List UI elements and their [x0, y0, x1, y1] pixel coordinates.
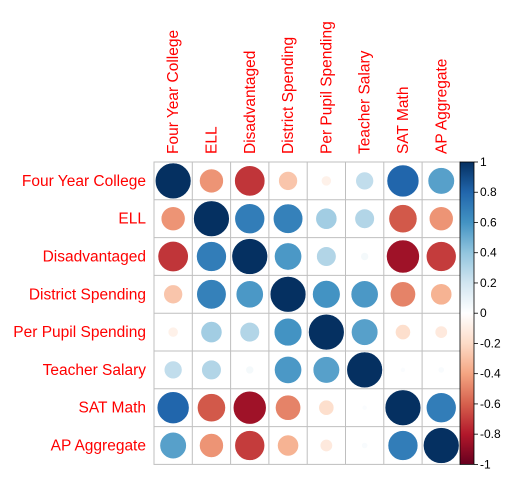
- correlation-circle: [201, 359, 222, 381]
- correlation-circle: [163, 284, 183, 305]
- correlation-circle: [163, 360, 183, 380]
- correlation-circle: [350, 280, 379, 309]
- correlation-circle: [197, 393, 226, 423]
- correlation-circle: [156, 391, 190, 425]
- correlation-circle: [430, 283, 453, 306]
- row-label: Four Year College: [22, 173, 146, 190]
- column-label: Disadvantaged: [242, 51, 259, 154]
- column-label: Teacher Salary: [357, 50, 374, 154]
- correlation-circle: [239, 321, 260, 343]
- correlation-circle: [315, 207, 338, 230]
- correlation-circle: [274, 355, 302, 384]
- correlation-circle: [160, 206, 186, 232]
- colorbar-tick-label: 1: [480, 155, 487, 169]
- colorbar-tick-label: 0.4: [480, 246, 497, 260]
- row-label: Disadvantaged: [43, 249, 146, 266]
- colorbar-tick-label: 0: [480, 306, 487, 320]
- row-label: ELL: [118, 211, 146, 228]
- correlation-circle: [196, 279, 227, 310]
- column-label: SAT Math: [395, 87, 412, 154]
- correlation-circle: [245, 365, 255, 375]
- correlation-circle: [388, 204, 418, 234]
- correlation-circle: [275, 394, 302, 421]
- correlation-circle: [351, 318, 379, 346]
- correlation-circle: [234, 165, 266, 197]
- colorbar-tick-label: 0.6: [480, 215, 497, 229]
- correlation-circle: [318, 399, 335, 416]
- correlation-circle: [425, 392, 457, 423]
- row-label: District Spending: [29, 286, 146, 303]
- correlation-circle: [272, 203, 304, 234]
- correlation-circle: [389, 281, 416, 308]
- correlation-circle: [386, 239, 420, 274]
- correlation-circle: [193, 200, 230, 237]
- correlation-circle: [308, 313, 345, 351]
- colorbar-gradient: [459, 161, 475, 465]
- colorbar-tick-label: 0.2: [480, 276, 497, 290]
- correlation-circle: [360, 252, 369, 261]
- correlation-circle: [355, 171, 374, 191]
- correlation-circle: [437, 366, 445, 374]
- correlation-circle: [319, 438, 333, 453]
- correlation-circle: [157, 241, 189, 272]
- correlation-circle: [199, 433, 224, 458]
- correlation-circle: [235, 280, 264, 309]
- correlation-circle: [274, 242, 302, 271]
- colorbar-tick-label: -0.2: [480, 336, 501, 350]
- correlation-circle: [231, 238, 268, 275]
- correlation-cells: [154, 162, 460, 464]
- correlation-circle: [423, 427, 460, 464]
- correlation-circle: [154, 162, 192, 200]
- correlation-circle: [384, 389, 422, 426]
- correlation-circle: [232, 390, 267, 425]
- correlation-circle: [199, 168, 224, 194]
- column-labels: Four Year College ELL Disadvantaged Distric…: [165, 21, 450, 154]
- correlation-circle: [167, 326, 179, 338]
- correlation-circle: [273, 317, 303, 347]
- row-label: SAT Math: [79, 400, 146, 417]
- column-label: Per Pupil Spending: [318, 21, 335, 154]
- correlation-circle: [234, 203, 266, 234]
- row-label: Per Pupil Spending: [13, 324, 146, 341]
- correlation-circle: [277, 434, 299, 457]
- correlation-circle: [361, 442, 369, 449]
- correlation-circle: [434, 325, 448, 339]
- column-label: District Spending: [280, 37, 297, 154]
- row-label: Teacher Salary: [43, 362, 147, 379]
- colorbar: 1 0.8 0.6 0.4 0.2 0 -0.2 -0.4 -0.6 -0.8 -1: [459, 155, 501, 471]
- correlation-circle: [387, 430, 419, 461]
- correlation-circle: [386, 164, 420, 198]
- column-label: AP Aggregate: [433, 59, 450, 154]
- column-label: ELL: [203, 126, 220, 154]
- correlation-circle: [269, 276, 307, 313]
- correlation-circle: [346, 351, 383, 389]
- colorbar-tick-label: -0.6: [480, 397, 501, 411]
- correlation-circle: [425, 241, 457, 272]
- correlation-circle: [400, 367, 406, 373]
- correlation-circle: [196, 241, 227, 272]
- correlation-circle: [316, 246, 337, 267]
- correlation-circle: [200, 321, 223, 343]
- colorbar-tick-label: 0.8: [480, 185, 497, 199]
- correlation-circle: [159, 431, 187, 460]
- correlation-circle: [320, 175, 332, 187]
- correlation-circle: [312, 356, 340, 384]
- correlation-circle: [278, 171, 298, 191]
- correlation-circle: [428, 206, 454, 232]
- correlation-circle: [395, 324, 411, 340]
- colorbar-tick-label: -0.8: [480, 427, 501, 441]
- correlation-circle: [361, 404, 368, 411]
- row-label: AP Aggregate: [51, 438, 146, 455]
- correlation-circle: [234, 430, 266, 461]
- correlation-circle: [312, 280, 341, 309]
- column-label: Four Year College: [165, 30, 182, 154]
- row-labels: Four Year College ELL Disadvantaged Distric…: [13, 173, 146, 455]
- correlation-circle: [354, 208, 375, 229]
- colorbar-tick-label: -0.4: [480, 367, 501, 381]
- colorbar-tick-label: -1: [480, 457, 491, 471]
- correlation-circle: [427, 167, 455, 195]
